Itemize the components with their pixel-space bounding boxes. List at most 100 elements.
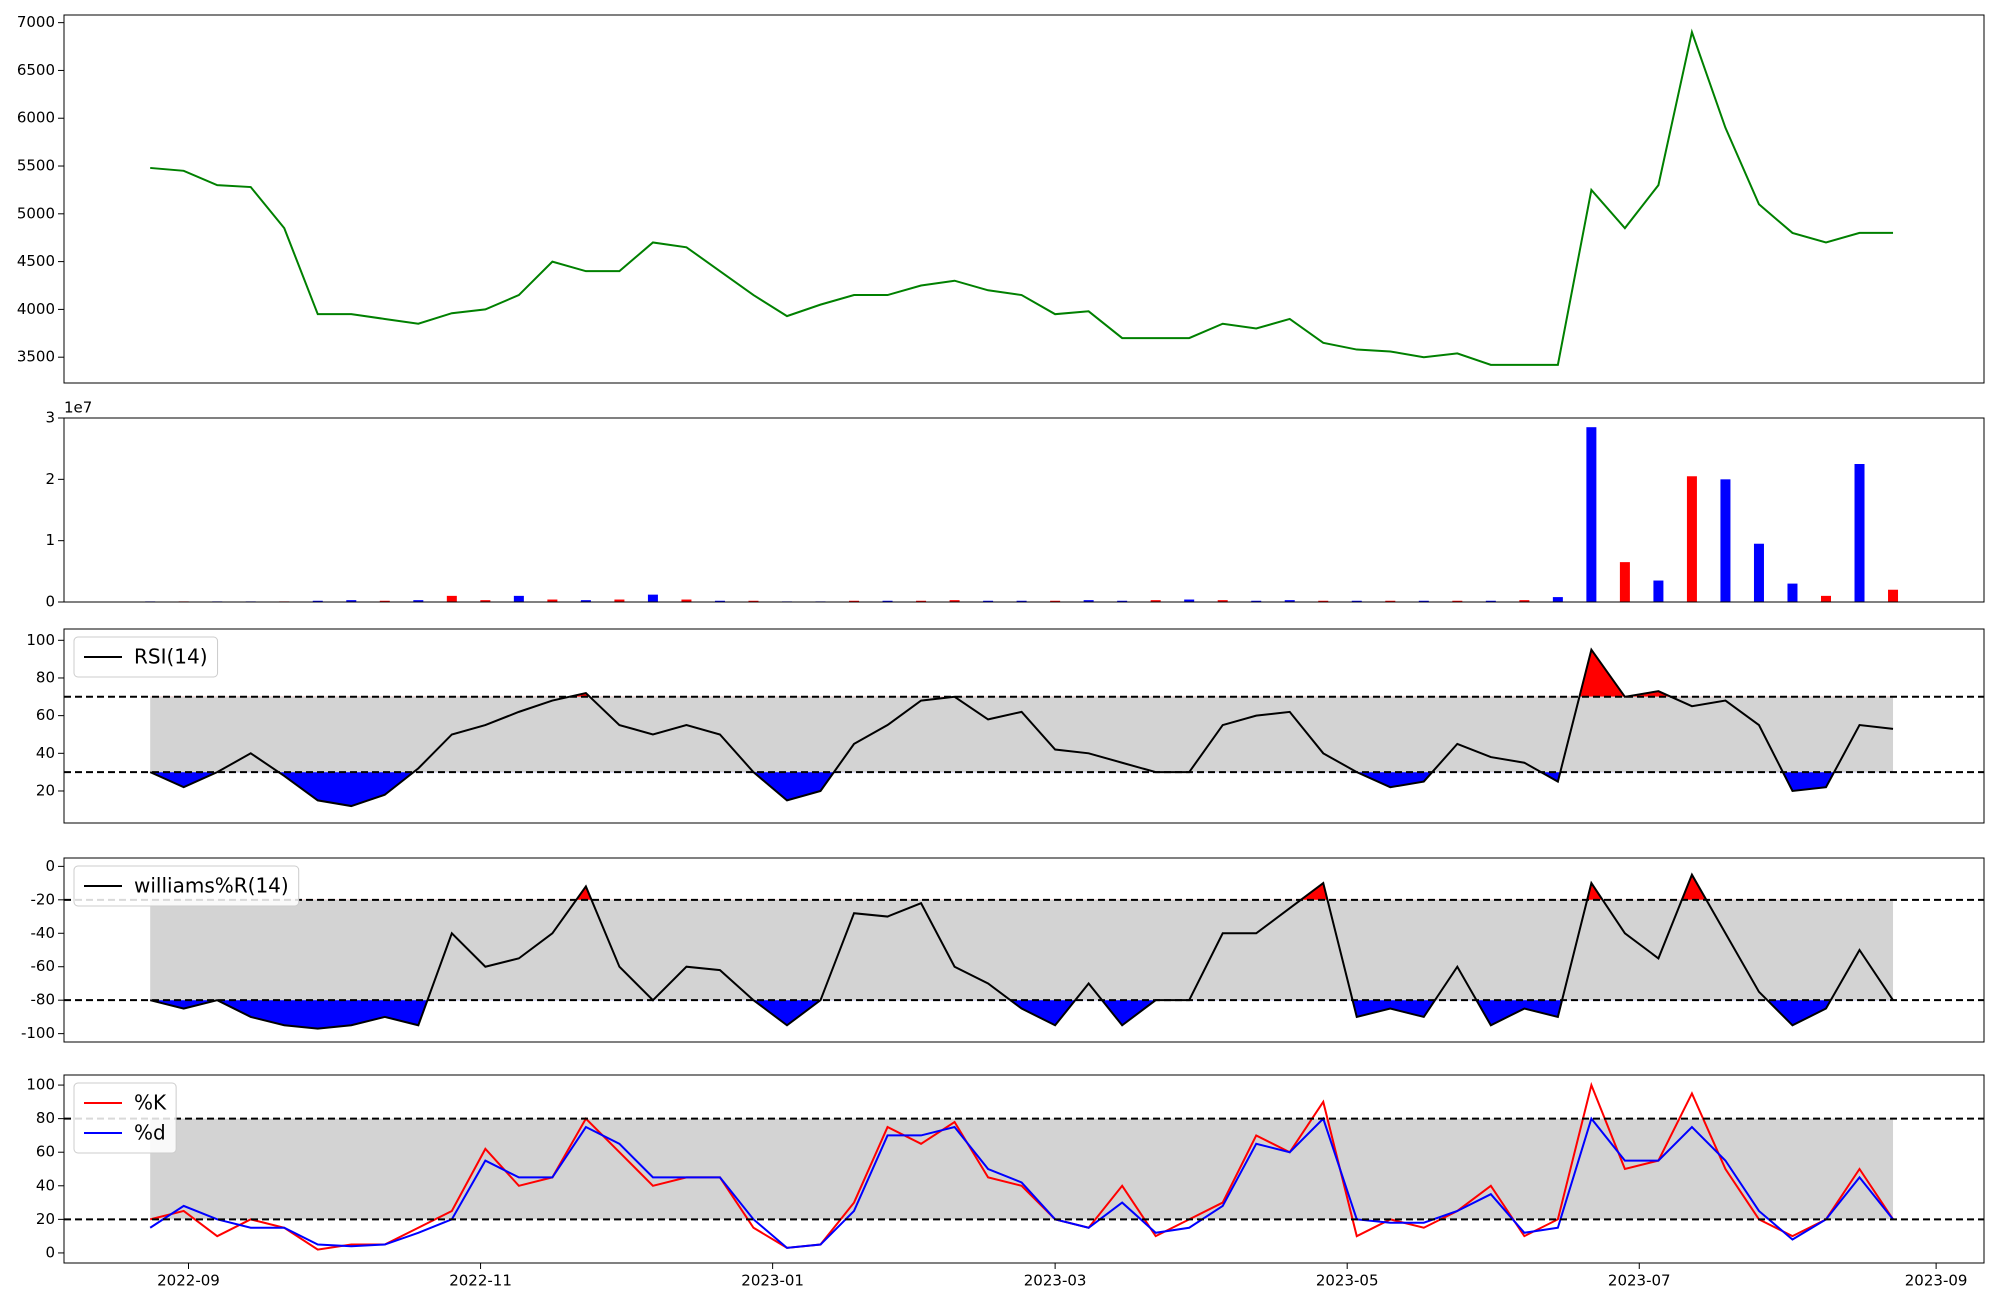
volume-bar	[1117, 600, 1128, 602]
volume-bar	[1552, 597, 1563, 602]
y-tick-label: 5000	[17, 204, 55, 222]
y-tick-label: 5500	[17, 157, 55, 175]
volume-bar	[1251, 600, 1262, 602]
volume-bar	[1284, 600, 1295, 602]
volume-bar	[547, 599, 558, 602]
volume-bar	[714, 600, 725, 602]
threshold-band	[150, 696, 1894, 773]
volume-bar	[379, 600, 390, 602]
volume-bar	[312, 600, 323, 602]
legend-frame	[73, 636, 219, 678]
legend-label: %d	[134, 1121, 166, 1145]
y-tick-label: 7000	[17, 13, 55, 31]
volume-bar	[1217, 600, 1228, 602]
panel: -100 -80 -60 -40 -20 0 williams%R(14)	[21, 857, 1985, 1043]
y-tick-label: 0	[45, 593, 55, 611]
volume-bar	[748, 600, 759, 602]
legend-frame	[73, 865, 300, 907]
legend: %K %d	[73, 1082, 177, 1154]
volume-bar	[1820, 595, 1831, 602]
panel-frame	[63, 1074, 1985, 1264]
y-tick-label: -20	[31, 890, 56, 908]
volume-bar	[1686, 476, 1697, 602]
y-tick-label: 6500	[17, 61, 55, 79]
volume-bar	[1787, 583, 1798, 602]
panel: 3500 4000 4500 5000 5500 6000 6500 7000	[17, 13, 1985, 384]
volume-bar	[480, 600, 491, 602]
legend-label: RSI(14)	[134, 645, 208, 669]
oversold-fill	[150, 772, 1894, 807]
y-tick-label: 40	[36, 1176, 55, 1194]
price-line	[150, 28, 1894, 366]
legend: williams%R(14)	[73, 865, 300, 907]
volume-bar	[614, 599, 625, 602]
y-tick-label: 60	[36, 706, 55, 724]
y-tick-label: 20	[36, 1210, 55, 1228]
y-tick-label: 0	[45, 1243, 55, 1261]
volume-bar	[1485, 600, 1496, 602]
panel: 20 40 60 80 100 RSI(14)	[26, 628, 1985, 824]
volume-bar	[1318, 600, 1329, 602]
volume-bar	[580, 600, 591, 602]
y-tick-label: 3500	[17, 348, 55, 366]
legend: RSI(14)	[73, 636, 219, 678]
y-tick-label: 80	[36, 668, 55, 686]
volume-bar	[1351, 600, 1362, 602]
legend-frame	[73, 1082, 177, 1154]
x-tick-label: 2023-05	[1316, 1272, 1379, 1290]
legend-label: %K	[134, 1091, 167, 1115]
volume-bar	[1854, 464, 1865, 602]
panel: 0 1 2 3 1e7	[45, 399, 1985, 611]
volume-bar	[1720, 479, 1731, 602]
x-tick-label: 2023-07	[1608, 1272, 1671, 1290]
panel-frame	[63, 14, 1985, 384]
volume-bar	[1083, 600, 1094, 602]
volume-bar	[849, 600, 860, 602]
volume-bar	[1418, 600, 1429, 602]
y-tick-label: 3	[45, 409, 55, 427]
volume-bar	[1184, 599, 1195, 602]
panel-frame	[63, 857, 1985, 1043]
y-tick-label: 80	[36, 1109, 55, 1127]
volume-bar	[346, 600, 357, 602]
x-tick-label: 2022-11	[449, 1272, 512, 1290]
legend-label: williams%R(14)	[134, 874, 289, 898]
y-tick-label: 60	[36, 1143, 55, 1161]
y-tick-label: -40	[31, 924, 56, 942]
volume-bar	[1385, 600, 1396, 602]
overbought-fill	[150, 874, 1894, 900]
volume-bar	[1753, 543, 1764, 602]
volume-bar	[1586, 427, 1597, 602]
y-tick-label: 4500	[17, 252, 55, 270]
axis-offset-text: 1e7	[64, 399, 92, 417]
threshold-band	[150, 1118, 1894, 1220]
y-tick-label: -100	[21, 1024, 55, 1042]
y-tick-label: 1	[45, 531, 55, 549]
volume-bar	[647, 594, 658, 602]
panel: 0 20 40 60 80 100 %K %d	[26, 1074, 1985, 1264]
volume-bar	[1050, 600, 1061, 602]
volume-bar	[1150, 600, 1161, 602]
volume-bar	[1452, 600, 1463, 602]
x-tick-label: 2022-09	[157, 1272, 220, 1290]
volume-bar	[882, 600, 893, 602]
y-tick-label: 100	[26, 631, 55, 649]
y-tick-label: 6000	[17, 109, 55, 127]
panel-frame	[63, 628, 1985, 824]
y-tick-label: -80	[31, 991, 56, 1009]
volume-bar	[446, 595, 457, 602]
volume-bar	[1619, 562, 1630, 602]
indicator-line	[149, 1081, 1894, 1251]
y-tick-label: 20	[36, 781, 55, 799]
oversold-fill	[150, 1000, 1831, 1029]
indicator-line	[149, 1116, 1894, 1249]
volume-bar	[983, 600, 994, 602]
x-tick-label: 2023-03	[1024, 1272, 1087, 1290]
y-tick-label: 2	[45, 470, 55, 488]
x-tick-label: 2023-01	[741, 1272, 804, 1290]
volume-bar	[1016, 600, 1027, 602]
volume-bar	[413, 600, 424, 602]
y-tick-label: 0	[45, 857, 55, 875]
